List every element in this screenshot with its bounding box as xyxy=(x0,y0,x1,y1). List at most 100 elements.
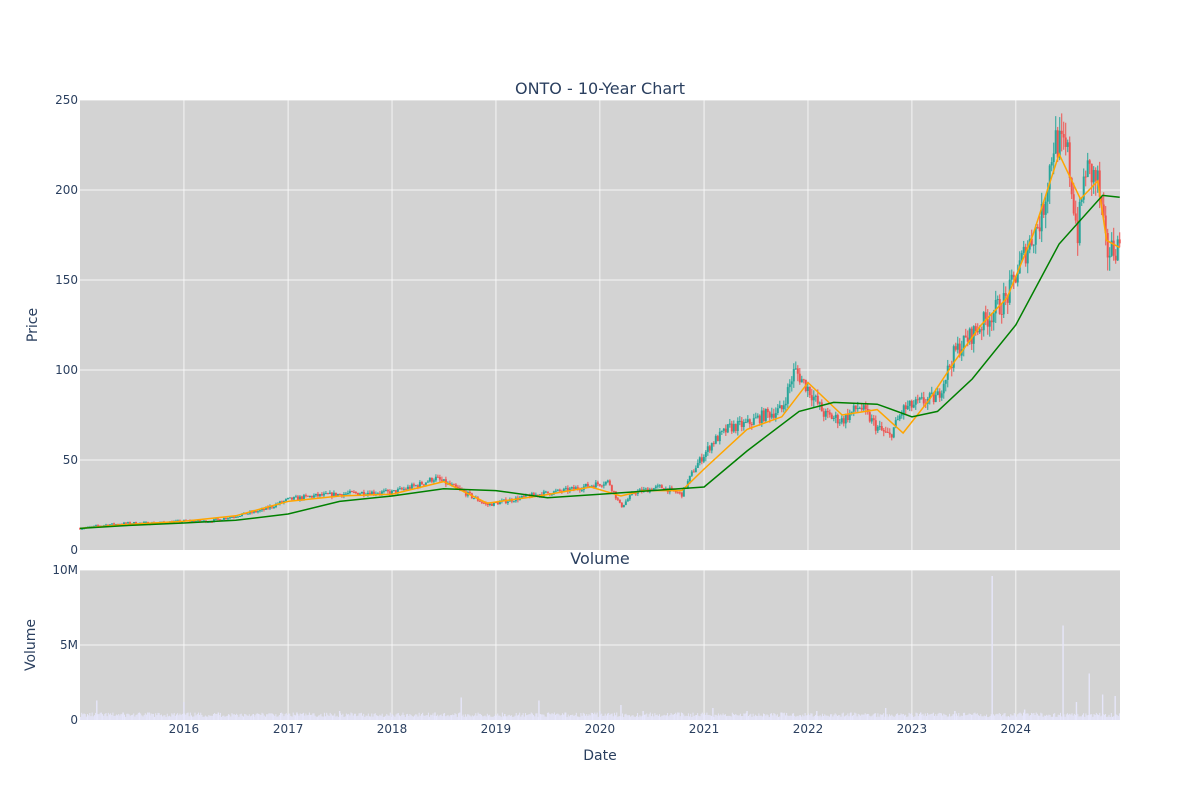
candle-body xyxy=(1046,189,1049,202)
candle-body xyxy=(132,522,135,524)
candle-body xyxy=(1006,295,1009,303)
candle-body xyxy=(1104,215,1107,234)
candle-body xyxy=(464,491,467,496)
candle-body xyxy=(1064,137,1067,147)
candle-body xyxy=(1000,313,1003,315)
candle-body xyxy=(1026,249,1029,264)
candle-body xyxy=(832,417,835,419)
candle-body xyxy=(292,496,295,500)
candle-body xyxy=(600,485,603,487)
candle-body xyxy=(810,395,813,401)
candle-body xyxy=(1060,130,1063,135)
x-tick-label: 2021 xyxy=(689,722,720,736)
x-ticks: 2016 2017 2018 2019 2020 2021 2022 2023 2024 xyxy=(169,722,1031,736)
candle-body xyxy=(296,496,299,501)
candle-body xyxy=(1112,240,1115,256)
candle-body xyxy=(298,496,301,501)
candle-body xyxy=(940,393,943,398)
candle-body xyxy=(628,495,631,500)
x-tick-label: 2018 xyxy=(377,722,408,736)
candle-body xyxy=(282,500,285,503)
candle-body xyxy=(1084,176,1087,178)
candle-body xyxy=(610,485,613,491)
candle-body xyxy=(902,405,905,414)
volume-y-ticks: 0 5M 10M xyxy=(52,563,78,727)
candle-body xyxy=(246,513,249,515)
candle-body xyxy=(344,493,347,495)
candle-body xyxy=(1002,293,1005,315)
candle-body xyxy=(106,524,109,526)
candle-body xyxy=(1096,170,1099,181)
x-tick-label: 2024 xyxy=(1001,722,1032,736)
candle-body xyxy=(754,417,757,419)
candle-body xyxy=(402,488,405,490)
candle-body xyxy=(190,520,193,522)
candle-body xyxy=(1090,163,1093,183)
candle-body xyxy=(880,426,883,430)
candle-body xyxy=(278,501,281,505)
candle-body xyxy=(326,493,329,495)
candle-body xyxy=(1058,130,1061,158)
candle-body xyxy=(180,521,183,523)
candle-body xyxy=(564,487,567,489)
candle-body xyxy=(660,485,663,489)
candle-body xyxy=(294,496,297,498)
candle-body xyxy=(892,427,895,438)
candle-body xyxy=(512,501,515,503)
candle-body xyxy=(674,490,677,493)
candle-body xyxy=(872,418,875,421)
candle-body xyxy=(236,516,239,518)
candle-body xyxy=(556,489,559,491)
candle-body xyxy=(688,475,691,482)
candle-body xyxy=(732,424,735,432)
candle-body xyxy=(570,487,573,489)
candle-body xyxy=(360,491,363,494)
volume-y-axis-title: Volume xyxy=(23,619,39,671)
candle-body xyxy=(620,502,623,508)
candle-body xyxy=(346,493,349,495)
candle-body xyxy=(496,502,499,505)
candle-body xyxy=(870,418,873,422)
price-panel: 0 50 100 150 200 250 ONTO - 10-Year Chart Pri… xyxy=(25,79,1121,557)
candle-body xyxy=(414,485,417,487)
candle-body xyxy=(952,346,955,368)
candle-body xyxy=(624,501,627,505)
candle-body xyxy=(256,511,259,513)
candle-body xyxy=(768,412,771,418)
candle-body xyxy=(736,421,739,431)
candle-body xyxy=(820,402,823,412)
candle-body xyxy=(202,520,205,522)
volume-grid xyxy=(80,569,1120,720)
candle-body xyxy=(978,329,981,333)
candle-body xyxy=(644,488,647,490)
candle-body xyxy=(1032,244,1035,246)
candle-body xyxy=(478,500,481,502)
candle-body xyxy=(260,509,263,511)
candle-body xyxy=(700,457,703,462)
candle-body xyxy=(286,497,289,500)
candle-body xyxy=(824,410,827,417)
candle-body xyxy=(1044,201,1047,215)
candle-body xyxy=(842,418,845,424)
candle-body xyxy=(434,476,437,481)
candle-body xyxy=(794,368,797,370)
candle-body xyxy=(954,346,957,350)
candle-body xyxy=(774,413,777,418)
candle-body xyxy=(490,503,493,506)
candle-body xyxy=(682,487,685,497)
candle-body xyxy=(728,423,731,425)
candle-body xyxy=(722,428,725,431)
candle-body xyxy=(764,409,767,421)
candle-body xyxy=(198,520,201,522)
candle-body xyxy=(284,499,287,501)
candle-body xyxy=(680,492,683,497)
candle-body xyxy=(536,494,539,496)
candle-body xyxy=(142,522,145,524)
candle-body xyxy=(766,409,769,413)
candle-body xyxy=(392,490,395,492)
candle-body xyxy=(772,413,775,418)
candle-body xyxy=(896,419,899,421)
candle-body xyxy=(356,492,359,495)
candle-body xyxy=(914,399,917,405)
candle-body xyxy=(96,525,99,527)
